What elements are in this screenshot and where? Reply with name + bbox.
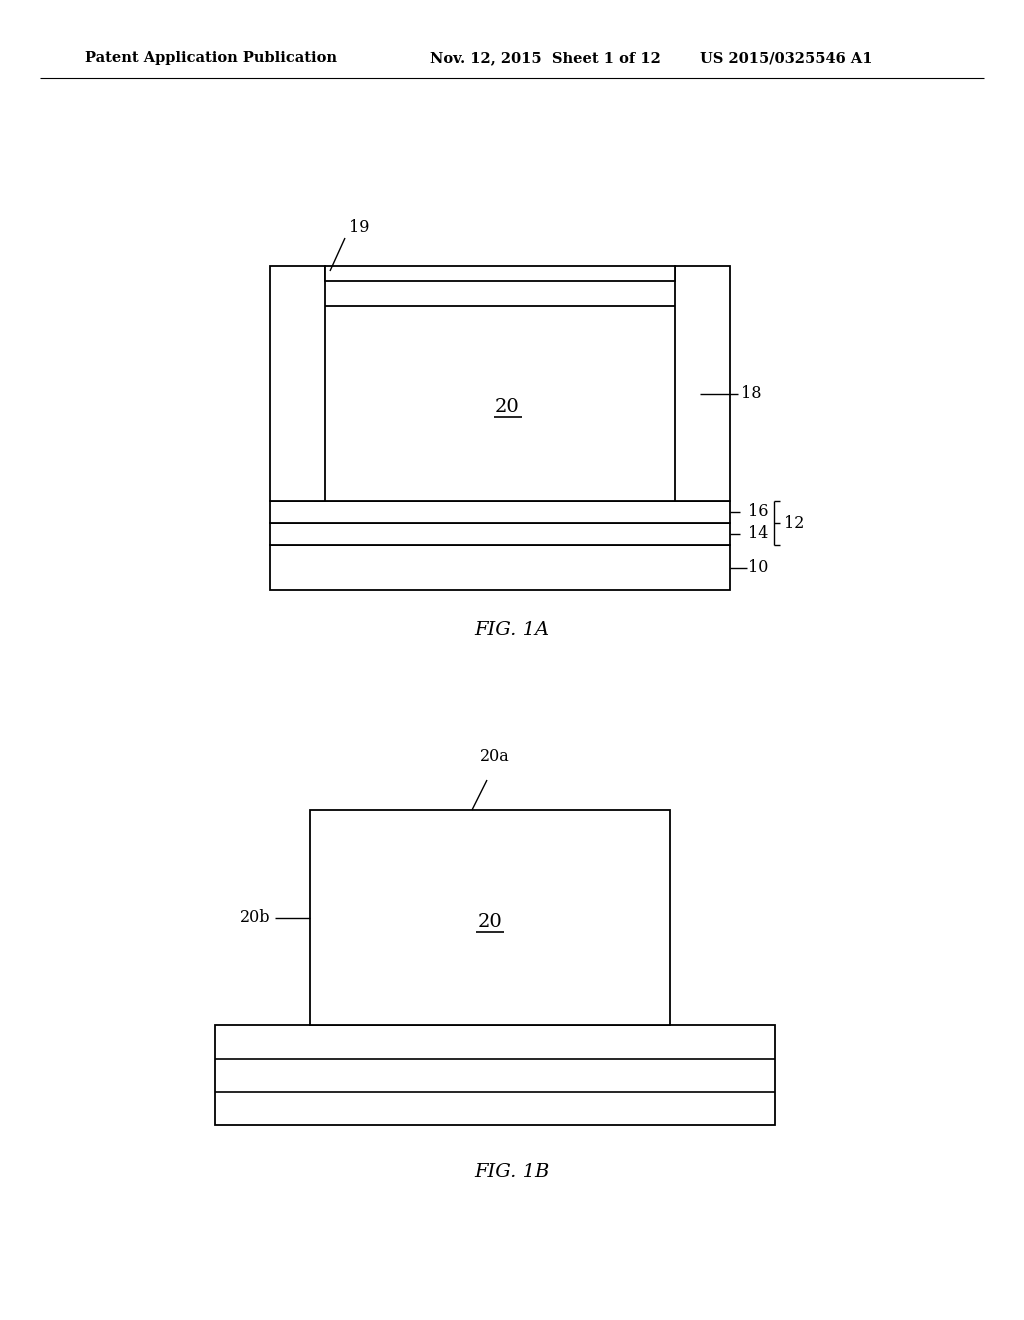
Text: 20: 20 <box>496 399 520 416</box>
Text: 10: 10 <box>748 558 768 576</box>
Text: 20: 20 <box>477 913 503 931</box>
Bar <box>270 267 325 502</box>
Text: Patent Application Publication: Patent Application Publication <box>85 51 337 65</box>
Text: 20b: 20b <box>240 909 270 927</box>
Bar <box>270 523 730 545</box>
Bar <box>325 267 675 281</box>
Bar <box>315 306 700 502</box>
Bar <box>675 267 730 502</box>
Bar <box>270 545 730 590</box>
Text: 12: 12 <box>784 515 805 532</box>
Text: 20a: 20a <box>480 748 510 766</box>
Bar <box>310 810 670 1026</box>
Text: 16: 16 <box>748 503 768 520</box>
Text: Nov. 12, 2015  Sheet 1 of 12: Nov. 12, 2015 Sheet 1 of 12 <box>430 51 660 65</box>
Text: FIG. 1A: FIG. 1A <box>474 620 550 639</box>
Text: FIG. 1B: FIG. 1B <box>474 1163 550 1181</box>
Text: 19: 19 <box>349 219 370 236</box>
Bar <box>270 502 730 523</box>
Bar <box>215 1026 775 1125</box>
Text: 18: 18 <box>741 385 762 403</box>
Text: US 2015/0325546 A1: US 2015/0325546 A1 <box>700 51 872 65</box>
Text: 14: 14 <box>748 525 768 543</box>
